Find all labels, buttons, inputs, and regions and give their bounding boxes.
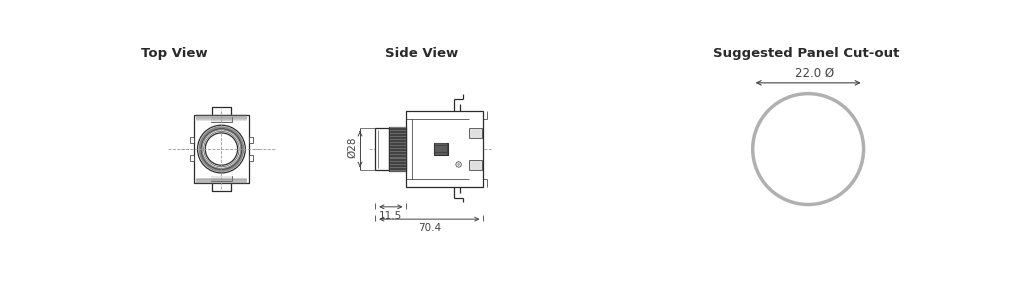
Bar <box>469 160 481 170</box>
Circle shape <box>458 164 460 165</box>
Bar <box>189 137 194 143</box>
Text: 70.4: 70.4 <box>418 223 441 233</box>
Circle shape <box>198 125 246 173</box>
Text: Top View: Top View <box>141 48 208 60</box>
Bar <box>194 115 249 183</box>
Circle shape <box>456 162 461 167</box>
Text: Suggested Panel Cut-out: Suggested Panel Cut-out <box>713 48 899 60</box>
Bar <box>249 155 253 161</box>
Bar <box>249 137 253 143</box>
Bar <box>407 111 483 187</box>
Bar <box>211 117 231 122</box>
Bar <box>469 128 481 138</box>
Text: 22.0 Ø: 22.0 Ø <box>795 67 834 80</box>
Bar <box>434 143 447 155</box>
Circle shape <box>205 133 238 165</box>
Text: 11.5: 11.5 <box>379 211 402 221</box>
Text: Ø28: Ø28 <box>348 137 357 158</box>
Bar <box>189 155 194 161</box>
Bar <box>211 176 231 181</box>
Circle shape <box>753 94 863 205</box>
Bar <box>389 127 407 171</box>
Bar <box>376 128 389 170</box>
Text: Side View: Side View <box>385 48 459 60</box>
